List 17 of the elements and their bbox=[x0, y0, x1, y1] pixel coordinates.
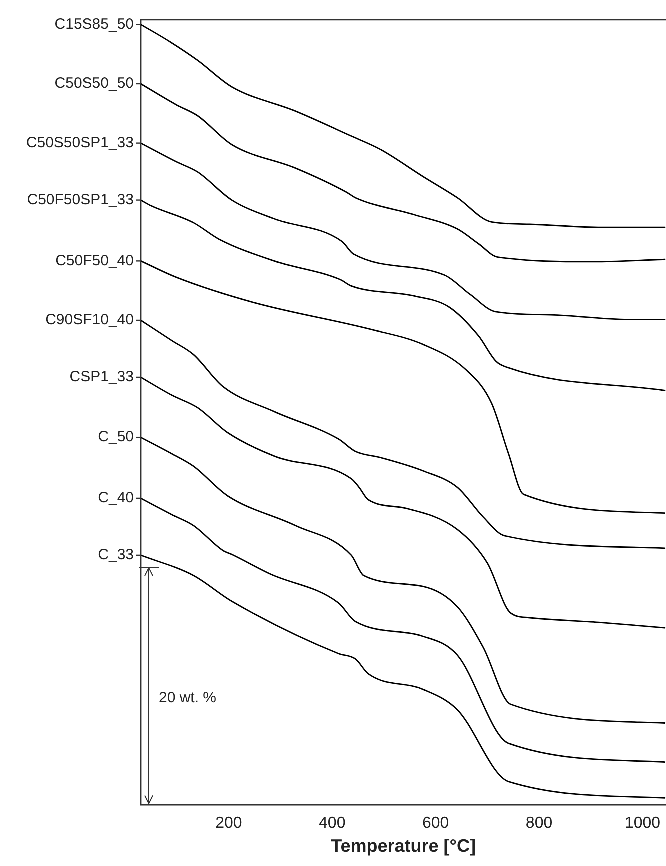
series-label: C90SF10_40 bbox=[46, 312, 134, 329]
annotation: 20 wt. % bbox=[159, 689, 217, 706]
series-label: C_40 bbox=[98, 490, 134, 507]
series-label: C50S50_50 bbox=[54, 75, 134, 92]
series-label: C15S85_50 bbox=[54, 16, 134, 33]
series-label: C_33 bbox=[98, 546, 134, 564]
x-tick-label: 200 bbox=[216, 815, 242, 832]
x-tick-label: 400 bbox=[319, 815, 346, 832]
series-label: C50S50SP1_33 bbox=[26, 134, 134, 152]
series-label: C_50 bbox=[98, 428, 134, 446]
x-tick-label: 1000 bbox=[624, 815, 661, 832]
x-axis-title: Temperature [°C] bbox=[331, 836, 476, 856]
x-tick-label: 600 bbox=[422, 815, 450, 832]
series-label: C50F50_40 bbox=[56, 252, 134, 270]
x-tick-label: 800 bbox=[526, 815, 553, 832]
series-label: C50F50SP1_33 bbox=[27, 191, 134, 208]
series-label: CSP1_33 bbox=[70, 368, 134, 386]
